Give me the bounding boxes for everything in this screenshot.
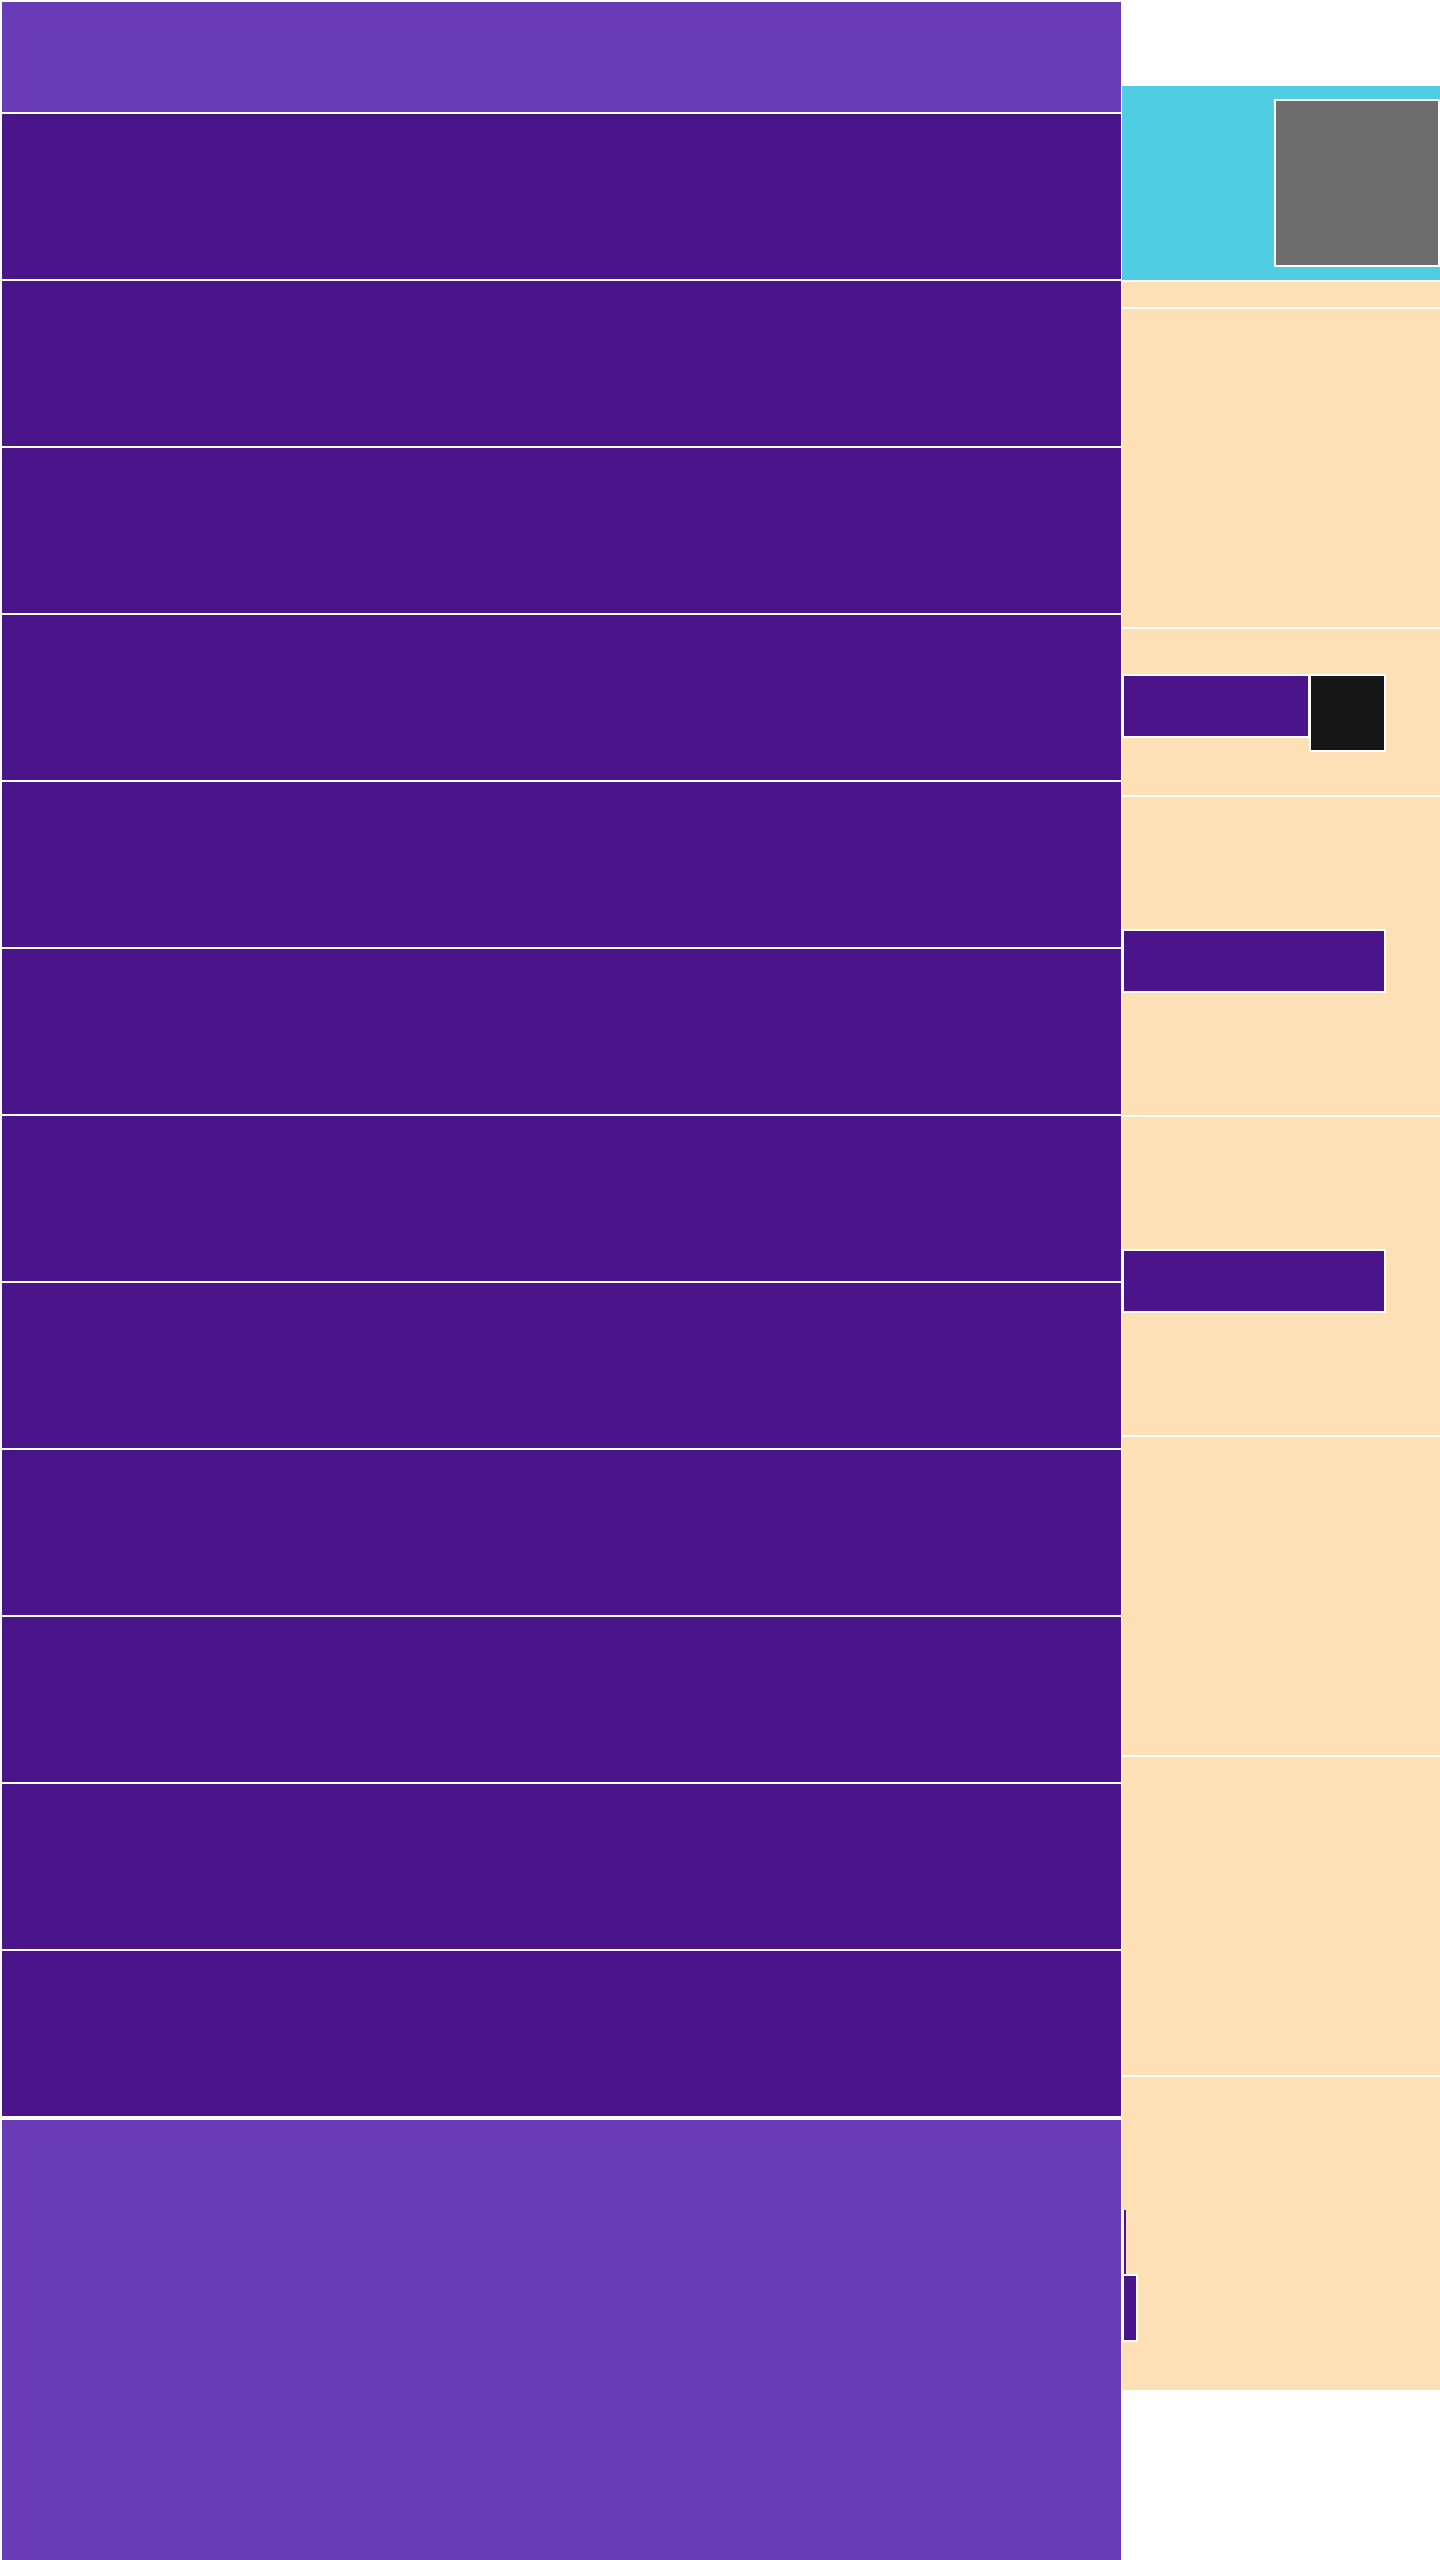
list-item[interactable]	[2, 949, 1121, 1114]
divider	[1122, 280, 1440, 282]
list-item[interactable]	[2, 448, 1121, 613]
detail-action-bar[interactable]	[1122, 929, 1386, 993]
divider	[1122, 1115, 1440, 1117]
detail-action-bar[interactable]	[1122, 1249, 1386, 1313]
bottom-panel	[2, 2120, 1121, 2560]
list-item[interactable]	[2, 1784, 1121, 1949]
detail-panel	[1122, 280, 1440, 2390]
list-item[interactable]	[2, 1951, 1121, 2116]
divider	[1122, 1755, 1440, 1757]
divider	[1122, 2075, 1440, 2077]
list-item[interactable]	[2, 1283, 1121, 1448]
divider	[1122, 307, 1440, 309]
color-swatch-button[interactable]	[1309, 674, 1386, 752]
divider	[1122, 2390, 1440, 2392]
detail-action-bar[interactable]	[1122, 674, 1310, 738]
thumbnail-image[interactable]	[1274, 99, 1440, 267]
list-item[interactable]	[2, 1450, 1121, 1615]
list-item[interactable]	[2, 1116, 1121, 1281]
divider	[1122, 795, 1440, 797]
scroll-indicator	[1122, 2210, 1126, 2274]
top-app-bar	[2, 2, 1121, 112]
divider	[1122, 627, 1440, 629]
small-handle[interactable]	[1122, 2274, 1138, 2342]
list-item[interactable]	[2, 281, 1121, 446]
list-item[interactable]	[2, 782, 1121, 947]
list-item[interactable]	[2, 1617, 1121, 1782]
divider	[1122, 1435, 1440, 1437]
list-item[interactable]	[2, 114, 1121, 279]
list-item[interactable]	[2, 615, 1121, 780]
